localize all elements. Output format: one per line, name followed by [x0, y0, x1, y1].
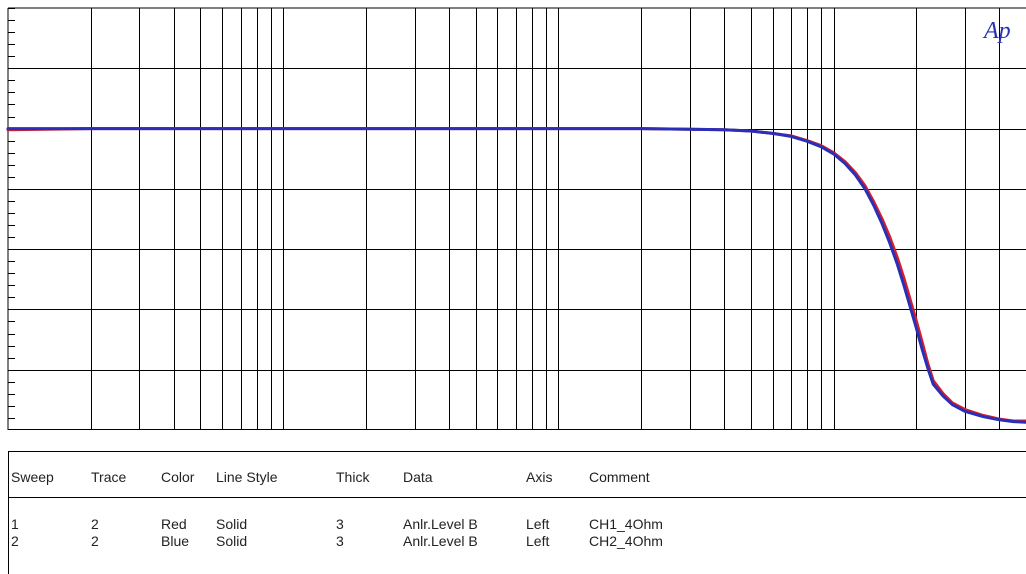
legend-data: Anlr.Level B	[403, 516, 478, 532]
legend-trace: 2	[91, 516, 99, 532]
series-lines	[6, 127, 1026, 424]
legend-thick: 3	[336, 516, 344, 532]
series-line-2	[6, 127, 1026, 424]
legend-header-row: Sweep Trace Color Line Style Thick Data …	[9, 452, 1026, 498]
legend-axis: Left	[526, 533, 550, 549]
legend-axis: Left	[526, 516, 550, 532]
frequency-response-plot: Ap	[6, 7, 1026, 430]
legend-trace: 2	[91, 533, 99, 549]
legend-data: Anlr.Level B	[403, 533, 478, 549]
legend-header-line-style: Line Style	[216, 469, 278, 485]
legend-header-sweep: Sweep	[11, 469, 54, 485]
legend-thick: 3	[336, 533, 344, 549]
sweep-legend-table: Sweep Trace Color Line Style Thick Data …	[8, 451, 1026, 574]
legend-sweep: 1	[11, 516, 19, 532]
ap-logo: Ap	[982, 18, 1011, 44]
legend-comment: CH2_4Ohm	[589, 533, 663, 549]
left-axis-minor-ticks	[8, 8, 15, 419]
legend-header-color: Color	[161, 469, 195, 485]
legend-comment: CH1_4Ohm	[589, 516, 663, 532]
legend-line-style: Solid	[216, 516, 248, 532]
legend-sweep: 2	[11, 533, 19, 549]
legend-color: Blue	[161, 533, 190, 549]
chart-area: Ap	[6, 7, 1026, 430]
legend-color: Red	[161, 516, 187, 532]
legend-line-style: Solid	[216, 533, 248, 549]
legend-header-thick: Thick	[336, 469, 370, 485]
grid-lines	[7, 7, 1026, 430]
legend-header-data: Data	[403, 469, 433, 485]
legend-header-trace: Trace	[91, 469, 127, 485]
legend-header-comment: Comment	[589, 469, 650, 485]
legend-header-axis: Axis	[526, 469, 553, 485]
